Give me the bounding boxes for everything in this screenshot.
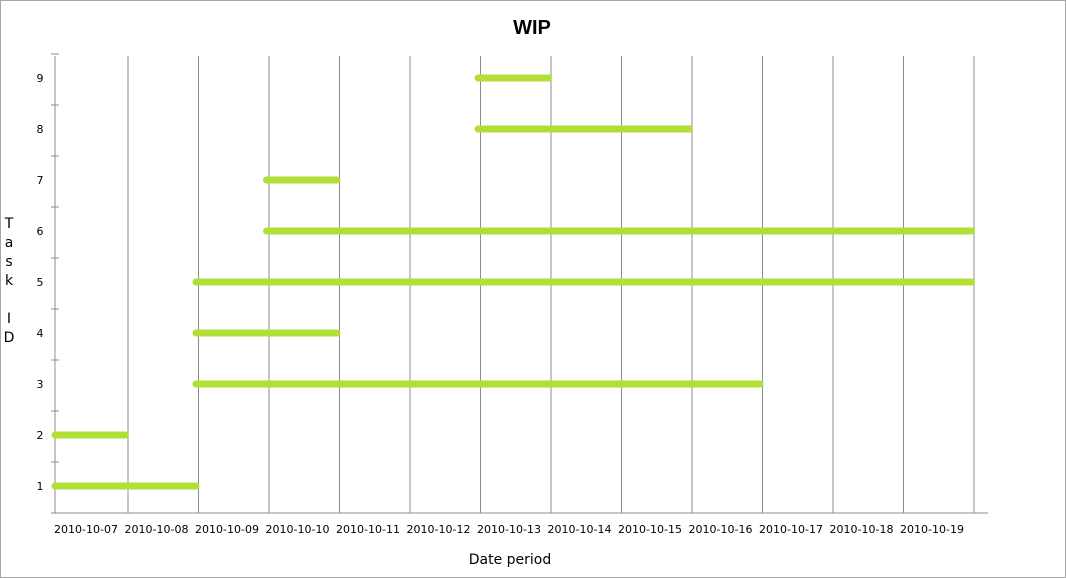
y-tick-label: 4 [37, 327, 44, 340]
tick-labels: 1 2 3 4 5 6 7 8 9 2010-10-07 2010-10-08 2010-10-09 2… [37, 72, 964, 536]
x-tick-label: 2010-10-08 [125, 523, 189, 536]
x-tick-label: 2010-10-12 [407, 523, 471, 536]
y-axis-label-char: a [5, 235, 14, 251]
y-axis-label-char: D [4, 330, 15, 346]
x-tick-label: 2010-10-14 [548, 523, 612, 536]
y-axis-label-char: T [4, 216, 14, 232]
y-tick-label: 9 [37, 72, 44, 85]
y-tick-label: 2 [37, 429, 44, 442]
y-tick-label: 5 [37, 276, 44, 289]
x-tick-label: 2010-10-16 [689, 523, 753, 536]
x-tick-label: 2010-10-10 [266, 523, 330, 536]
x-tick-label: 2010-10-18 [830, 523, 894, 536]
x-tick-label: 2010-10-15 [618, 523, 682, 536]
y-tick-label: 3 [37, 378, 44, 391]
y-tick-label: 6 [37, 225, 44, 238]
x-tick-label: 2010-10-19 [900, 523, 964, 536]
x-tick-label: 2010-10-13 [477, 523, 541, 536]
x-axis-label: Date period [469, 552, 552, 568]
x-tick-label: 2010-10-09 [195, 523, 259, 536]
y-tick-label: 8 [37, 123, 44, 136]
x-tick-label: 2010-10-11 [336, 523, 400, 536]
y-tick-label: 1 [37, 480, 44, 493]
x-tick-label: 2010-10-07 [54, 523, 118, 536]
y-axis-label-char: I [7, 311, 11, 327]
y-axis-label-char: k [5, 273, 14, 289]
y-tick-label: 7 [37, 174, 44, 187]
task-bars [51, 74, 975, 490]
x-tick-label: 2010-10-17 [759, 523, 823, 536]
chart-title: WIP [513, 17, 551, 39]
y-axis-label-char: s [5, 254, 12, 270]
